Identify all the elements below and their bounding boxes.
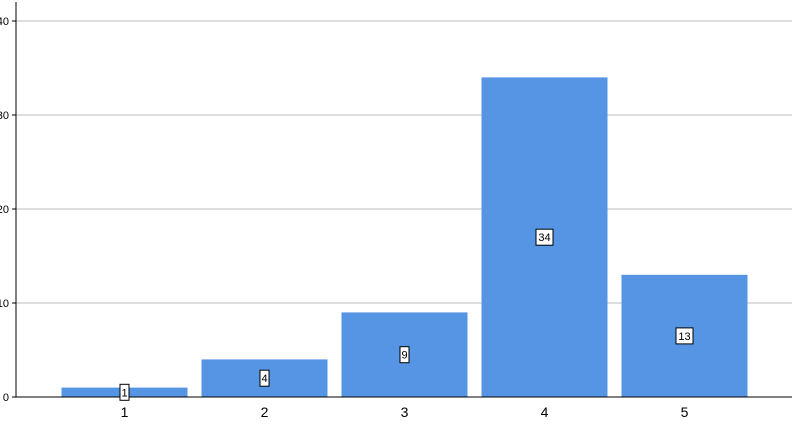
y-tick-label: 0 <box>3 392 9 404</box>
data-label-box <box>535 228 554 246</box>
data-label: 4 <box>259 369 270 387</box>
data-label-text: 4 <box>261 373 267 385</box>
x-tick-label: 1 <box>121 404 129 420</box>
data-label: 13 <box>675 327 694 345</box>
data-label-text: 9 <box>401 350 407 362</box>
data-label-text: 1 <box>121 387 127 399</box>
x-tick-label: 4 <box>541 404 549 420</box>
y-tick-label: 30 <box>0 110 9 122</box>
y-tick-label: 10 <box>0 298 9 310</box>
data-label: 1 <box>119 383 130 401</box>
x-tick-label: 3 <box>401 404 409 420</box>
data-label-box <box>259 369 270 387</box>
data-label-box <box>399 346 410 364</box>
data-label-text: 34 <box>538 232 550 244</box>
data-label: 34 <box>535 228 554 246</box>
data-label: 9 <box>399 346 410 364</box>
x-tick-labels: 1 2 3 4 5 <box>121 404 689 420</box>
y-tick-labels: 0 10 20 30 40 <box>0 16 9 404</box>
x-tick-label: 2 <box>261 404 269 420</box>
data-label-box <box>675 327 694 345</box>
axes <box>15 2 792 398</box>
data-label-box <box>119 383 130 401</box>
y-tick-label: 40 <box>0 16 9 28</box>
x-tick-label: 5 <box>681 404 689 420</box>
data-label-text: 13 <box>678 331 690 343</box>
data-labels: 1 4 9 34 13 <box>119 228 694 401</box>
y-tick-label: 20 <box>0 204 9 216</box>
